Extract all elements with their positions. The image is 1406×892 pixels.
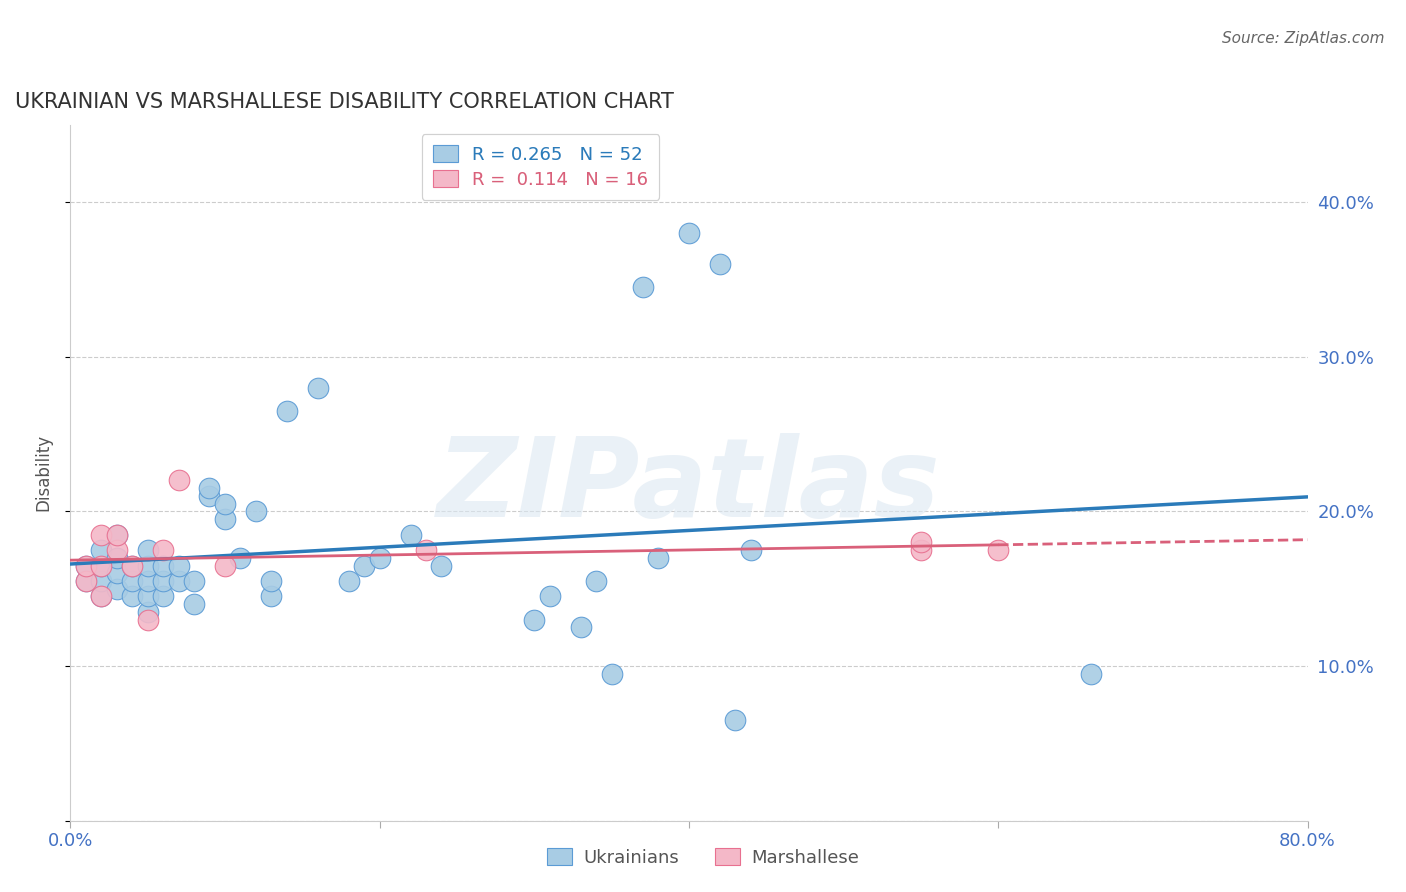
- Point: [90, 543, 112, 558]
- Point: [260, 574, 283, 588]
- Point: [910, 543, 932, 558]
- Text: Source: ZipAtlas.com: Source: ZipAtlas.com: [1222, 31, 1385, 46]
- Point: [75, 574, 97, 588]
- Point: [910, 535, 932, 549]
- Point: [136, 558, 159, 573]
- Point: [75, 574, 97, 588]
- Point: [136, 590, 159, 604]
- Point: [75, 558, 97, 573]
- Point: [105, 527, 128, 541]
- Point: [198, 481, 221, 495]
- Point: [136, 605, 159, 619]
- Point: [523, 613, 546, 627]
- Point: [105, 527, 128, 541]
- Point: [307, 381, 329, 395]
- Text: ZIPatlas: ZIPatlas: [437, 434, 941, 541]
- Point: [709, 257, 731, 271]
- Point: [368, 550, 391, 565]
- Point: [167, 574, 190, 588]
- Point: [121, 558, 143, 573]
- Point: [152, 543, 174, 558]
- Point: [183, 574, 205, 588]
- Point: [90, 558, 112, 573]
- Point: [75, 558, 97, 573]
- Point: [136, 574, 159, 588]
- Legend: Ukrainians, Marshallese: Ukrainians, Marshallese: [540, 841, 866, 874]
- Point: [740, 543, 762, 558]
- Point: [245, 504, 267, 518]
- Point: [337, 574, 360, 588]
- Point: [136, 613, 159, 627]
- Point: [136, 543, 159, 558]
- Point: [214, 558, 236, 573]
- Point: [90, 527, 112, 541]
- Point: [724, 713, 747, 727]
- Point: [90, 558, 112, 573]
- Point: [90, 590, 112, 604]
- Point: [105, 566, 128, 581]
- Point: [152, 574, 174, 588]
- Point: [415, 543, 437, 558]
- Point: [678, 226, 700, 240]
- Point: [600, 666, 623, 681]
- Point: [105, 543, 128, 558]
- Point: [229, 550, 252, 565]
- Point: [121, 558, 143, 573]
- Point: [198, 489, 221, 503]
- Point: [121, 574, 143, 588]
- Point: [276, 404, 298, 418]
- Point: [430, 558, 453, 573]
- Text: UKRAINIAN VS MARSHALLESE DISABILITY CORRELATION CHART: UKRAINIAN VS MARSHALLESE DISABILITY CORR…: [14, 92, 673, 112]
- Point: [585, 574, 607, 588]
- Point: [214, 512, 236, 526]
- Point: [152, 590, 174, 604]
- Point: [90, 574, 112, 588]
- Point: [105, 582, 128, 596]
- Point: [105, 550, 128, 565]
- Point: [1080, 666, 1102, 681]
- Point: [90, 590, 112, 604]
- Y-axis label: Disability: Disability: [34, 434, 52, 511]
- Point: [569, 620, 592, 634]
- Point: [121, 590, 143, 604]
- Point: [214, 497, 236, 511]
- Point: [987, 543, 1010, 558]
- Point: [538, 590, 561, 604]
- Point: [167, 474, 190, 488]
- Point: [399, 527, 422, 541]
- Point: [152, 558, 174, 573]
- Point: [353, 558, 375, 573]
- Point: [260, 590, 283, 604]
- Legend: R = 0.265   N = 52, R =  0.114   N = 16: R = 0.265 N = 52, R = 0.114 N = 16: [422, 134, 659, 200]
- Point: [183, 597, 205, 611]
- Point: [647, 550, 669, 565]
- Point: [167, 558, 190, 573]
- Point: [631, 280, 654, 294]
